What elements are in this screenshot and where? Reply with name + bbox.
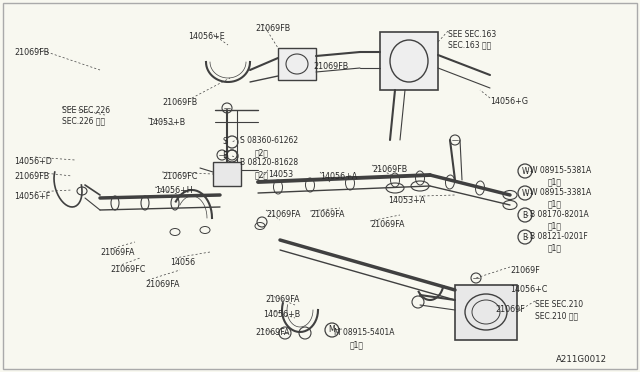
Text: 14053+B: 14053+B <box>148 118 185 127</box>
Text: 14053+A: 14053+A <box>388 196 425 205</box>
Text: S: S <box>223 138 228 147</box>
Text: 21069FB: 21069FB <box>162 98 197 107</box>
Text: 21069FB: 21069FB <box>255 24 291 33</box>
Text: 21069FB: 21069FB <box>14 48 49 57</box>
Text: （1）: （1） <box>548 243 562 252</box>
Text: SEE SEC.210: SEE SEC.210 <box>535 300 583 309</box>
Text: SEE SEC.226: SEE SEC.226 <box>62 106 110 115</box>
Text: SEC.226 参照: SEC.226 参照 <box>62 116 105 125</box>
Text: 21069FA: 21069FA <box>145 280 179 289</box>
Text: 14056+A: 14056+A <box>320 172 357 181</box>
Text: 21069FC: 21069FC <box>110 265 145 274</box>
Text: 21069FA: 21069FA <box>100 248 134 257</box>
Text: M: M <box>329 326 335 334</box>
Text: 14056+F: 14056+F <box>14 192 51 201</box>
Text: （1）: （1） <box>548 221 562 230</box>
Text: W 08915-3381A: W 08915-3381A <box>530 188 591 197</box>
Text: A211G0012: A211G0012 <box>556 355 607 364</box>
Text: S 08360-61262: S 08360-61262 <box>240 136 298 145</box>
Text: 21069FC: 21069FC <box>162 172 197 181</box>
Text: W: W <box>521 167 529 176</box>
Text: 14053: 14053 <box>268 170 293 179</box>
Text: 21069FB: 21069FB <box>313 62 348 71</box>
Text: 21069FA: 21069FA <box>310 210 344 219</box>
Text: （1）: （1） <box>548 177 562 186</box>
Text: B: B <box>522 211 527 219</box>
Text: （1）: （1） <box>548 199 562 208</box>
Text: W: W <box>521 189 529 198</box>
Text: （2）: （2） <box>255 148 269 157</box>
Text: 21069F: 21069F <box>495 305 525 314</box>
Text: B 08170-8201A: B 08170-8201A <box>530 210 589 219</box>
Text: 14056+H: 14056+H <box>155 186 193 195</box>
Text: 14056+B: 14056+B <box>263 310 300 319</box>
Text: W 08915-5381A: W 08915-5381A <box>530 166 591 175</box>
Text: 21069FB: 21069FB <box>14 172 49 181</box>
Text: SEC.210 参照: SEC.210 参照 <box>535 311 578 320</box>
Text: 21069FB: 21069FB <box>372 165 407 174</box>
Text: 21069F: 21069F <box>510 266 540 275</box>
Text: 21069FA: 21069FA <box>255 328 289 337</box>
Text: B 08121-0201F: B 08121-0201F <box>530 232 588 241</box>
Text: B: B <box>222 151 228 160</box>
Text: 14056+G: 14056+G <box>490 97 528 106</box>
Text: B: B <box>522 232 527 241</box>
Text: 21069FA: 21069FA <box>370 220 404 229</box>
FancyBboxPatch shape <box>278 48 316 80</box>
FancyBboxPatch shape <box>380 32 438 90</box>
Text: 21069FA: 21069FA <box>265 295 300 304</box>
Text: 21069FA: 21069FA <box>266 210 301 219</box>
Text: 14056: 14056 <box>170 258 195 267</box>
Text: （2）: （2） <box>255 170 269 179</box>
Text: 14056+D: 14056+D <box>14 157 52 166</box>
Text: SEC.163 参照: SEC.163 参照 <box>448 40 492 49</box>
Text: 14056+E: 14056+E <box>188 32 225 41</box>
Text: SEE SEC.163: SEE SEC.163 <box>448 30 496 39</box>
FancyBboxPatch shape <box>455 285 517 340</box>
Text: B 08120-81628: B 08120-81628 <box>240 158 298 167</box>
Text: 14056+C: 14056+C <box>510 285 547 294</box>
Text: （1）: （1） <box>350 340 364 349</box>
Text: M 08915-5401A: M 08915-5401A <box>334 328 394 337</box>
FancyBboxPatch shape <box>213 162 241 186</box>
